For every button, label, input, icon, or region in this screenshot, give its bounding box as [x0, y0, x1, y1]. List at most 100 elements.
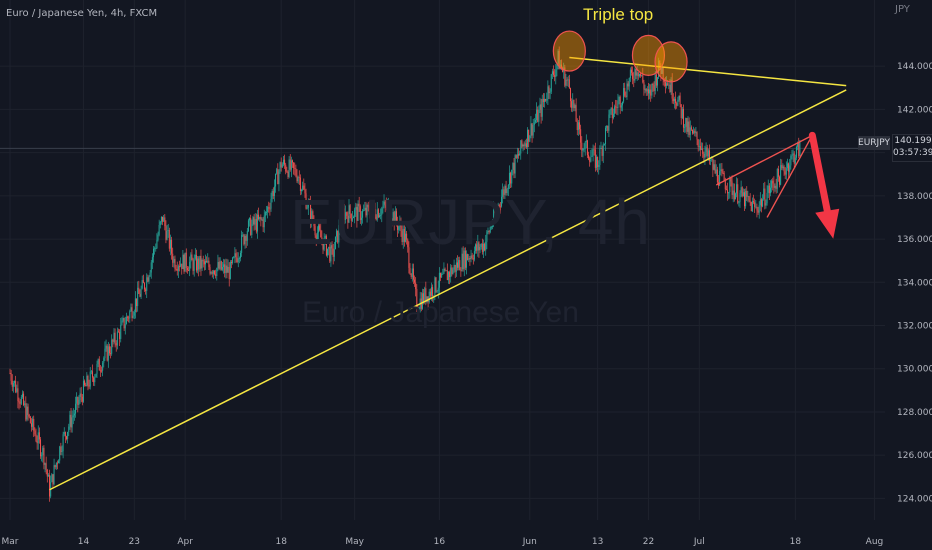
- candle-body: [356, 207, 358, 221]
- candle-body: [705, 147, 707, 152]
- candle-body: [315, 235, 317, 240]
- candle-body: [487, 231, 489, 232]
- candle-body: [449, 272, 451, 278]
- candle-body: [150, 262, 152, 273]
- candle-body: [742, 192, 744, 197]
- price-tick-label: 138.000: [897, 192, 932, 202]
- candle-body: [502, 189, 504, 197]
- candle-body: [736, 184, 738, 194]
- candle-body: [261, 219, 263, 221]
- candle-body: [654, 74, 656, 92]
- candle-body: [774, 185, 776, 188]
- candle-body: [755, 206, 757, 208]
- candle-body: [628, 78, 630, 87]
- candle-body: [532, 124, 534, 136]
- candle-body: [446, 270, 448, 281]
- candle-body: [452, 269, 454, 275]
- candle-body: [541, 98, 543, 117]
- candle-body: [451, 267, 453, 275]
- candle-body: [266, 212, 268, 213]
- candle-body: [434, 277, 436, 296]
- candle-body: [531, 123, 533, 136]
- candle-body: [21, 393, 23, 398]
- time-tick-label: May: [345, 537, 364, 547]
- candle-body: [211, 272, 213, 274]
- watermark-description: Euro / Japanese Yen: [302, 296, 579, 329]
- candle-body: [574, 105, 576, 109]
- candle-body: [618, 96, 620, 101]
- candle-body: [759, 199, 761, 206]
- candle-body: [492, 223, 494, 227]
- candle-body: [35, 434, 37, 442]
- candle-body: [154, 248, 156, 250]
- candle-body: [350, 213, 352, 221]
- candle-body: [19, 402, 21, 404]
- candle-body: [305, 193, 307, 209]
- price-tick-label: 132.000: [897, 322, 932, 332]
- candle-body: [653, 84, 655, 92]
- candle-body: [470, 255, 472, 260]
- candle-body: [581, 142, 583, 151]
- candle-body: [212, 270, 214, 274]
- time-tick-label: Mar: [2, 537, 19, 547]
- candle-body: [518, 154, 519, 156]
- time-tick-label: 13: [592, 537, 603, 547]
- watermark-symbol: EURJPY, 4h: [290, 186, 651, 258]
- candle-body: [294, 167, 296, 169]
- candle-body: [768, 185, 770, 194]
- candle-body: [521, 140, 523, 147]
- candle-body: [220, 261, 222, 270]
- candle-body: [47, 475, 49, 477]
- candle-body: [195, 254, 197, 271]
- candle-body: [389, 201, 391, 218]
- candle-body: [707, 150, 709, 157]
- candle-body: [155, 248, 157, 249]
- candle-body: [301, 189, 303, 192]
- candle-body: [75, 403, 77, 414]
- candle-body: [143, 283, 145, 290]
- candle-body: [784, 171, 786, 175]
- candle-body: [698, 146, 700, 147]
- candle-body: [586, 140, 588, 156]
- candle-body: [607, 125, 609, 131]
- candle-body: [739, 192, 741, 202]
- candle-body: [358, 203, 360, 207]
- candle-body: [557, 51, 559, 64]
- candle-body: [445, 270, 447, 272]
- candle-body: [376, 209, 378, 220]
- candle-body: [450, 267, 452, 278]
- candle-body: [538, 109, 540, 122]
- candle-body: [629, 69, 631, 79]
- candle-body: [284, 159, 286, 165]
- candle-body: [334, 236, 336, 250]
- candle-body: [240, 252, 242, 259]
- price-tick-label: 128.000: [897, 408, 932, 418]
- candle-body: [199, 255, 201, 270]
- candle-body: [403, 228, 405, 242]
- candle-body: [779, 176, 781, 185]
- candle-body: [793, 153, 795, 164]
- candle-body: [347, 215, 349, 223]
- candle-body: [386, 203, 388, 208]
- candle-body: [782, 166, 784, 169]
- candle-body: [790, 155, 792, 166]
- candle-body: [425, 288, 427, 302]
- candle-body: [749, 200, 751, 202]
- candle-body: [242, 234, 244, 236]
- candle-body: [795, 146, 797, 158]
- candle-body: [157, 234, 159, 240]
- candle-body: [200, 255, 202, 269]
- candle-body: [764, 188, 766, 206]
- candle-body: [564, 67, 566, 86]
- time-tick-label: 16: [434, 537, 446, 547]
- price-tick-label: 144.000: [897, 62, 932, 72]
- candle-body: [10, 373, 12, 381]
- candle-body: [345, 212, 347, 221]
- candle-body: [766, 192, 768, 204]
- candle-body: [310, 202, 312, 222]
- candle-body: [560, 64, 562, 69]
- candle-body: [308, 202, 310, 203]
- candle-body: [175, 268, 177, 270]
- last-price: 140.199: [894, 136, 932, 146]
